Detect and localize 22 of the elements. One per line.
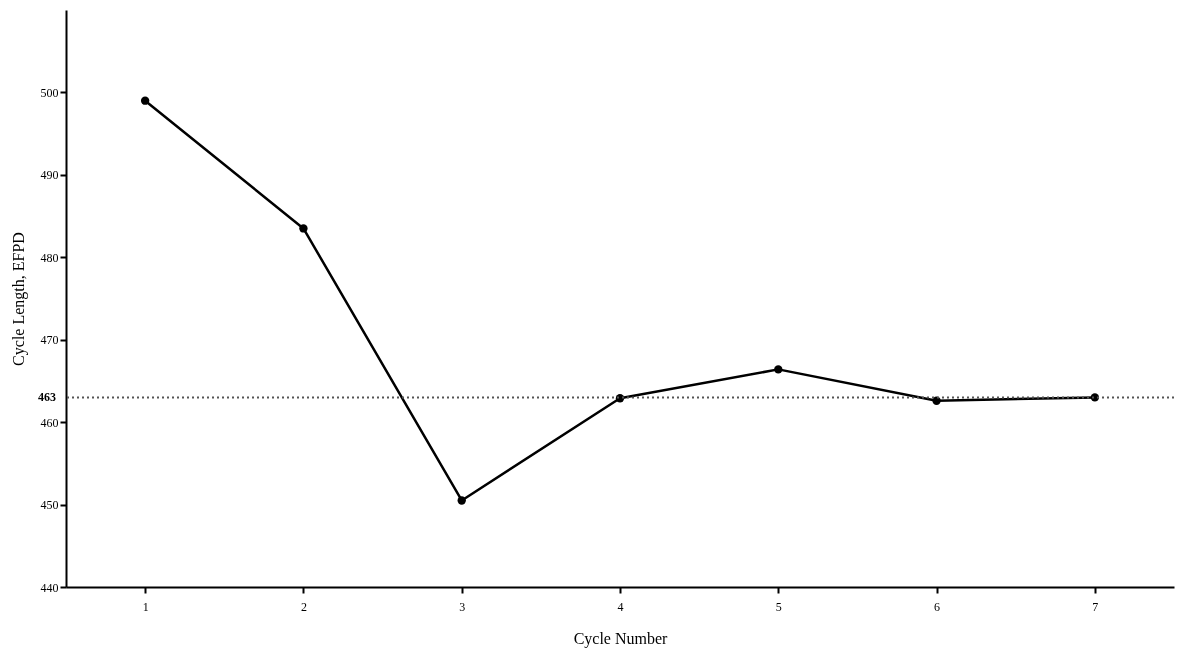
x-tick-label: 1 — [142, 599, 149, 614]
y-tick-label: 450 — [40, 498, 59, 513]
point — [299, 224, 308, 233]
y-tick-label: 490 — [40, 168, 59, 183]
y-tick-label: 440 — [40, 580, 59, 595]
x-tick-label: 6 — [934, 599, 941, 614]
point — [774, 365, 783, 374]
y-tick-label: 460 — [40, 415, 59, 430]
point — [932, 396, 941, 405]
y-tick-label: 500 — [40, 85, 59, 100]
y-axis-title: Cycle Length, EFPD — [9, 232, 28, 366]
x-axis-title: Cycle Number — [573, 629, 669, 648]
y-tick-label: 480 — [40, 250, 59, 265]
point — [140, 96, 150, 105]
y-tick-label: 470 — [40, 333, 59, 348]
ref-line-label: 463 — [38, 390, 56, 405]
x-tick-label: 3 — [459, 599, 466, 614]
x-tick-label: 5 — [775, 599, 782, 614]
point — [457, 496, 466, 505]
x-tick-label: 2 — [300, 599, 307, 614]
x-tick-label: 4 — [617, 599, 624, 614]
x-tick-label: 7 — [1092, 599, 1099, 614]
